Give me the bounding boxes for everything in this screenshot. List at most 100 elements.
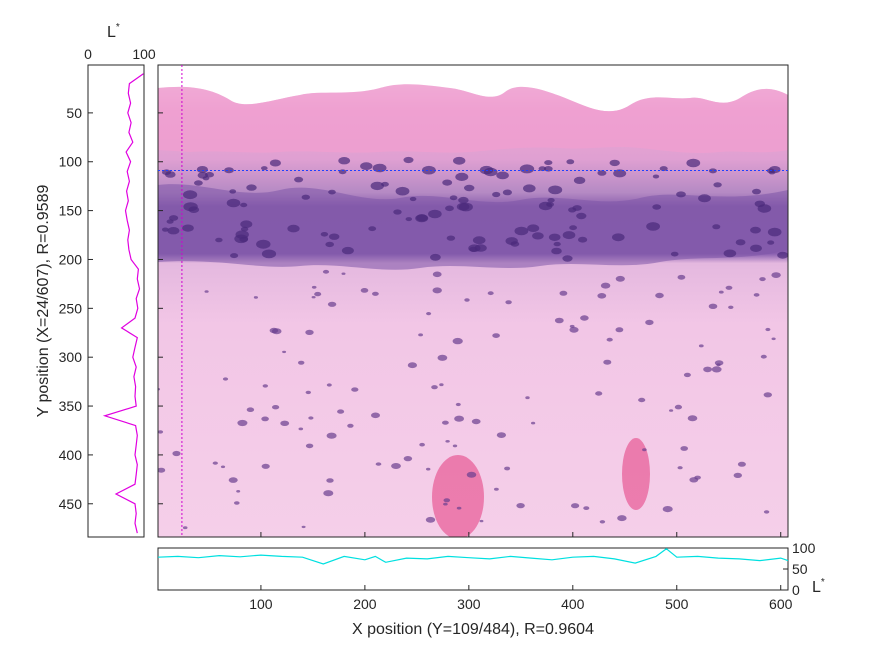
cell-nucleus bbox=[458, 196, 469, 204]
cell-nucleus bbox=[544, 160, 553, 166]
cell-nucleus bbox=[182, 224, 194, 232]
horizontal-profile-line bbox=[157, 548, 789, 565]
cell-nucleus bbox=[599, 520, 606, 524]
cell-nucleus bbox=[494, 487, 499, 491]
cell-nucleus bbox=[453, 156, 466, 165]
cell-nucleus bbox=[240, 220, 253, 228]
cell-nucleus bbox=[680, 446, 688, 451]
cell-nucleus bbox=[455, 402, 461, 407]
cell-nucleus bbox=[372, 291, 379, 296]
cell-nucleus bbox=[407, 362, 417, 369]
cell-nucleus bbox=[280, 420, 290, 426]
cell-nucleus bbox=[183, 190, 198, 200]
cell-nucleus bbox=[341, 246, 354, 255]
cell-nucleus bbox=[464, 184, 475, 192]
cell-nucleus bbox=[234, 234, 249, 244]
cell-nucleus bbox=[403, 156, 414, 164]
cell-nucleus bbox=[708, 303, 718, 309]
cell-nucleus bbox=[613, 169, 627, 178]
cell-nucleus bbox=[323, 490, 334, 497]
cell-nucleus bbox=[474, 244, 487, 252]
cell-nucleus bbox=[645, 319, 654, 326]
cell-nucleus bbox=[375, 462, 382, 466]
cell-nucleus bbox=[733, 472, 742, 478]
cell-nucleus bbox=[551, 247, 562, 255]
horizontal-profile-ytick-label: 50 bbox=[792, 561, 808, 577]
cell-nucleus bbox=[760, 354, 767, 359]
cell-nucleus bbox=[578, 236, 588, 243]
horizontal-profile-ylabel: L* bbox=[812, 577, 825, 596]
cell-nucleus bbox=[262, 384, 268, 388]
cell-nucleus bbox=[554, 317, 564, 324]
cell-nucleus bbox=[426, 312, 432, 316]
cell-nucleus bbox=[502, 189, 512, 196]
cell-nucleus bbox=[338, 169, 347, 175]
cell-nucleus bbox=[652, 174, 660, 179]
cell-nucleus bbox=[426, 467, 431, 471]
cell-nucleus bbox=[182, 526, 188, 530]
cell-nucleus bbox=[670, 251, 679, 257]
cell-nucleus bbox=[571, 503, 580, 509]
cell-nucleus bbox=[439, 383, 444, 387]
cell-nucleus bbox=[456, 202, 470, 211]
cell-nucleus bbox=[443, 502, 448, 506]
cell-nucleus bbox=[326, 478, 334, 483]
cell-nucleus bbox=[311, 296, 316, 299]
cell-nucleus bbox=[612, 233, 625, 242]
cell-nucleus bbox=[659, 166, 668, 172]
horizontal-profile-frame bbox=[157, 547, 789, 591]
cell-nucleus bbox=[341, 272, 346, 275]
cell-nucleus bbox=[425, 516, 436, 523]
cell-nucleus bbox=[449, 195, 458, 201]
cell-nucleus bbox=[261, 416, 269, 422]
cell-nucleus bbox=[600, 282, 611, 289]
cell-nucleus bbox=[531, 421, 536, 425]
cell-nucleus bbox=[305, 443, 314, 449]
cell-nucleus bbox=[712, 224, 721, 230]
vertical-profile-ytick-label: 300 bbox=[59, 349, 83, 365]
cell-nucleus bbox=[234, 501, 240, 505]
cell-nucleus bbox=[566, 159, 575, 165]
cell-nucleus bbox=[487, 291, 494, 296]
cell-nucleus bbox=[212, 461, 218, 465]
cell-nucleus bbox=[298, 360, 305, 365]
cell-nucleus bbox=[711, 366, 722, 373]
cell-nucleus bbox=[674, 404, 683, 410]
cell-nucleus bbox=[456, 506, 462, 510]
cell-nucleus bbox=[437, 354, 448, 361]
cell-nucleus bbox=[753, 293, 760, 297]
cell-nucleus bbox=[615, 275, 625, 282]
cell-nucleus bbox=[771, 337, 776, 341]
cell-nucleus bbox=[308, 416, 314, 420]
vertical-profile-ytick-label: 250 bbox=[59, 300, 83, 316]
vertical-profile-panel: 50 100 150 200 250 300 350 400 450 0 100 L* Y posi… bbox=[35, 22, 163, 538]
cell-nucleus bbox=[750, 244, 762, 252]
cell-nucleus bbox=[576, 212, 587, 220]
cell-nucleus bbox=[301, 194, 310, 200]
cell-nucleus bbox=[573, 176, 586, 184]
cell-nucleus bbox=[165, 171, 176, 178]
vertical-profile-frame bbox=[87, 64, 145, 538]
cell-nucleus bbox=[370, 181, 384, 191]
cell-nucleus bbox=[405, 217, 412, 222]
horizontal-profile-xlabel: X position (Y=109/484), R=0.9604 bbox=[352, 621, 594, 638]
cell-nucleus bbox=[220, 465, 226, 469]
vertical-profile-ytick-label: 100 bbox=[59, 154, 83, 170]
cell-nucleus bbox=[371, 412, 380, 419]
cell-nucleus bbox=[763, 510, 770, 514]
cell-nucleus bbox=[569, 324, 575, 328]
cell-nucleus bbox=[329, 233, 340, 240]
cell-nucleus bbox=[469, 246, 478, 252]
cell-nucleus bbox=[204, 290, 209, 293]
cell-nucleus bbox=[261, 166, 268, 171]
cell-nucleus bbox=[698, 344, 704, 348]
cell-nucleus bbox=[261, 463, 270, 469]
cell-nucleus bbox=[325, 241, 335, 248]
horizontal-profile-xtick-label: 600 bbox=[769, 596, 793, 612]
cell-nucleus bbox=[445, 205, 454, 212]
cell-nucleus bbox=[431, 385, 438, 390]
cell-nucleus bbox=[240, 202, 248, 208]
cell-nucleus bbox=[655, 292, 664, 299]
cell-nucleus bbox=[752, 188, 761, 195]
